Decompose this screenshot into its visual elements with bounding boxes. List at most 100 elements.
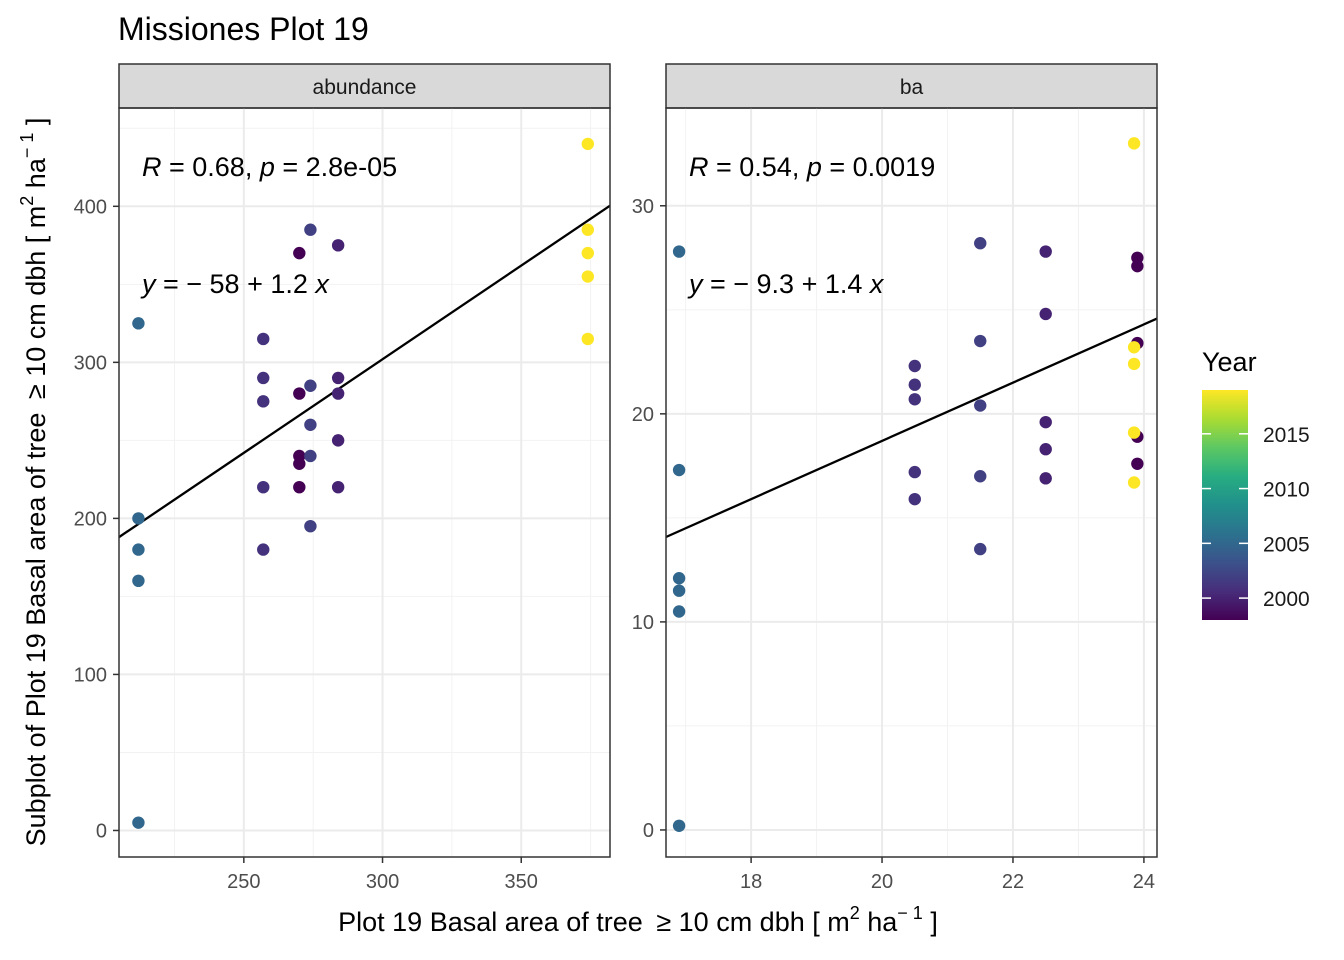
legend-tick-label: 2015 bbox=[1263, 424, 1310, 447]
y-tick-label: 0 bbox=[96, 820, 107, 842]
x-label-prefix: Plot 19 Basal area of tree bbox=[338, 907, 650, 937]
x-label-sup2: − 1 bbox=[897, 903, 923, 923]
eq-x: x bbox=[313, 269, 330, 299]
p-label: p bbox=[806, 152, 822, 182]
x-tick-label: 22 bbox=[1002, 871, 1024, 893]
panel-border-abundance bbox=[118, 107, 611, 858]
x-tick-label: 18 bbox=[740, 871, 762, 893]
data-point bbox=[132, 512, 145, 525]
panel-abundance: abundance 250 300 350 0 100 200 300 400 R = 0.6… bbox=[74, 63, 611, 893]
data-point bbox=[672, 245, 686, 258]
legend-title: Year bbox=[1202, 347, 1257, 377]
y-tick-label: 0 bbox=[643, 820, 654, 842]
r-label: R bbox=[142, 152, 162, 182]
legend-colorbar bbox=[1202, 390, 1248, 620]
data-point bbox=[304, 223, 317, 236]
correlation-annotation-ba: R = 0.54, p = 0.0019 bbox=[689, 152, 935, 182]
y-tick-label: 10 bbox=[632, 612, 654, 634]
data-point bbox=[1127, 426, 1141, 439]
eq-y: y bbox=[140, 269, 157, 299]
data-point bbox=[974, 334, 987, 348]
strip-label-abundance: abundance bbox=[313, 76, 417, 99]
correlation-annotation-abundance: R = 0.68, p = 2.8e-05 bbox=[142, 152, 397, 182]
x-tick-label: 250 bbox=[227, 871, 260, 893]
data-point bbox=[974, 470, 987, 483]
eq-y: y bbox=[687, 269, 704, 299]
data-point bbox=[132, 317, 145, 330]
data-point bbox=[908, 378, 921, 391]
y-tick-label: 300 bbox=[74, 352, 107, 374]
data-point bbox=[1039, 307, 1052, 321]
x-label-middle: 10 cm dbh [ m bbox=[671, 907, 850, 937]
data-point bbox=[908, 465, 921, 479]
y-tick-label: 20 bbox=[632, 404, 654, 426]
y-label-sup2: − 1 bbox=[17, 133, 37, 159]
data-point bbox=[1131, 251, 1144, 264]
regression-line bbox=[118, 204, 611, 539]
eq-body: = − 58 + 1.2 bbox=[156, 269, 316, 299]
data-point bbox=[1127, 341, 1141, 354]
r-value: = 0.54, bbox=[709, 152, 807, 182]
data-point bbox=[581, 223, 595, 236]
x-tick-label: 24 bbox=[1133, 871, 1155, 893]
y-axis-label: Subplot of Plot 19 Basal area of tree ≥ … bbox=[17, 118, 51, 847]
data-point bbox=[974, 399, 987, 412]
legend-tick-label: 2010 bbox=[1263, 479, 1310, 502]
data-point bbox=[908, 492, 921, 506]
y-label-prefix: Subplot of Plot 19 Basal area of tree bbox=[21, 405, 51, 846]
data-point bbox=[257, 480, 270, 494]
data-point bbox=[257, 332, 270, 346]
y-tick-label: 30 bbox=[632, 196, 654, 218]
data-point bbox=[132, 574, 145, 588]
data-point bbox=[331, 480, 345, 494]
y-tick-label: 100 bbox=[74, 664, 107, 686]
data-point bbox=[304, 379, 317, 392]
p-label: p bbox=[259, 152, 275, 182]
x-label-middle2: ha bbox=[860, 907, 899, 937]
strip-abundance bbox=[118, 63, 611, 109]
data-point bbox=[1127, 137, 1141, 150]
data-point bbox=[672, 572, 686, 585]
data-point bbox=[1127, 476, 1141, 489]
data-point bbox=[581, 270, 595, 283]
data-point bbox=[304, 449, 317, 463]
color-legend: Year 2000 2005 2010 2015 bbox=[1202, 347, 1310, 620]
data-point bbox=[974, 237, 987, 250]
data-point bbox=[257, 395, 270, 408]
data-point bbox=[672, 584, 686, 597]
y-label-middle2: ha bbox=[21, 157, 51, 196]
data-point bbox=[672, 605, 686, 618]
data-point bbox=[293, 387, 306, 400]
x-tick-label: 300 bbox=[366, 871, 399, 893]
equation-annotation-abundance: y = − 58 + 1.2 x bbox=[140, 269, 330, 299]
data-point bbox=[1131, 457, 1144, 470]
strip-label-ba: ba bbox=[900, 76, 924, 99]
data-point bbox=[304, 519, 317, 533]
p-value: = 0.0019 bbox=[822, 152, 935, 182]
y-label-sup1: 2 bbox=[17, 196, 37, 206]
x-label-symbol: ≥ bbox=[656, 907, 671, 937]
y-tick-label: 400 bbox=[74, 196, 107, 218]
data-point bbox=[132, 816, 145, 829]
strip-ba bbox=[665, 63, 1158, 109]
data-point bbox=[1039, 472, 1052, 485]
data-point bbox=[974, 542, 987, 556]
data-point bbox=[331, 387, 345, 400]
p-value: = 2.8e-05 bbox=[275, 152, 397, 182]
x-tick-label: 350 bbox=[505, 871, 538, 893]
data-point bbox=[1127, 357, 1141, 371]
chart-title: Missiones Plot 19 bbox=[118, 11, 369, 47]
data-point bbox=[132, 543, 145, 556]
equation-annotation-ba: y = − 9.3 + 1.4 x bbox=[687, 269, 885, 299]
data-point bbox=[581, 137, 595, 151]
r-value: = 0.68, bbox=[162, 152, 260, 182]
panel-border-ba bbox=[665, 107, 1158, 858]
data-point bbox=[672, 819, 686, 832]
data-point bbox=[1039, 443, 1052, 456]
data-point bbox=[672, 463, 686, 477]
data-point bbox=[908, 393, 921, 406]
r-label: R bbox=[689, 152, 709, 182]
